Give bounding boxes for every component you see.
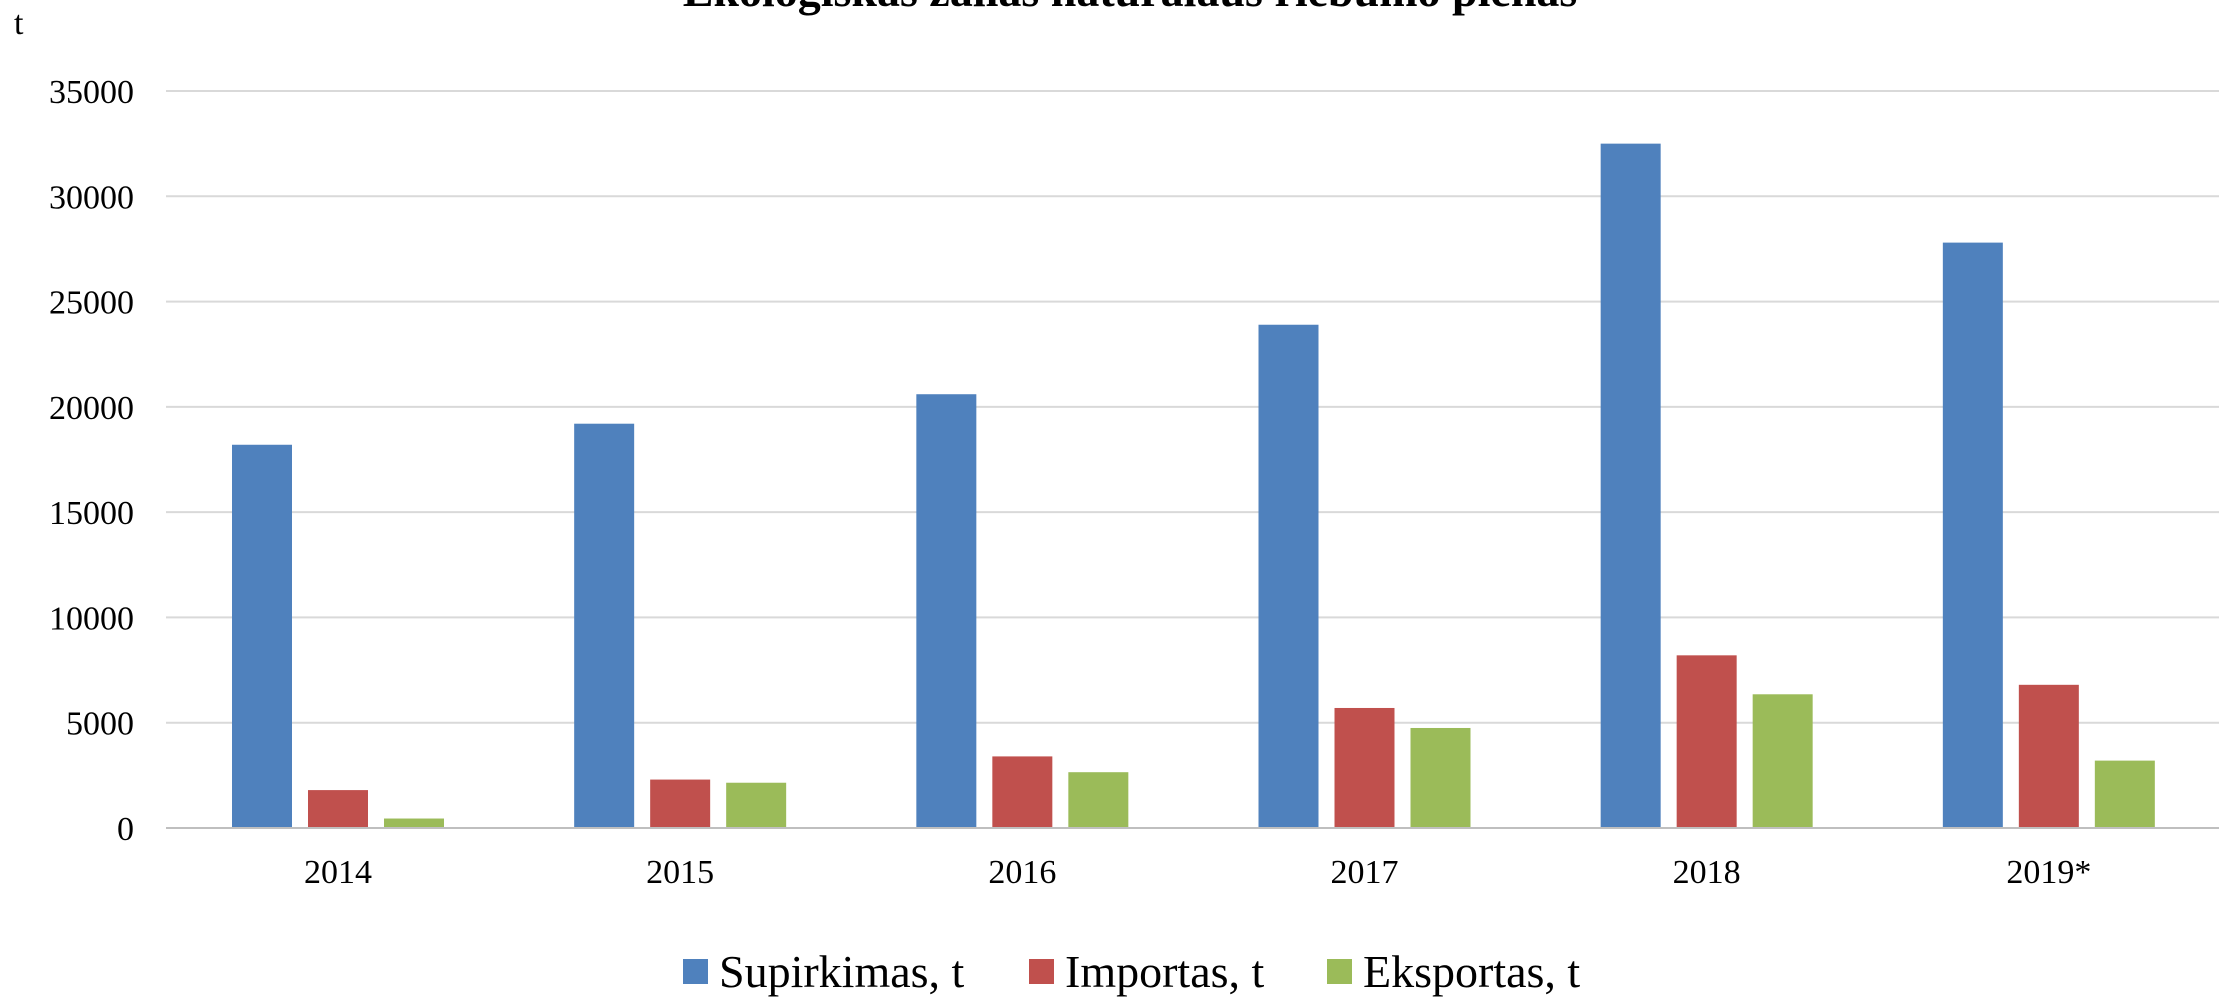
bar-supirkimas-2016 [916,394,977,828]
legend-swatch [683,959,708,984]
bars [232,143,2155,829]
y-tick-label: 35000 [49,74,134,111]
y-axis-ticks: 0 5000 10000 15000 20000 25000 30000 35000 [49,74,134,848]
x-tick-label: 2014 [304,854,372,891]
x-tick-label: 2018 [1673,854,1741,891]
legend-label: Eksportas, t [1363,946,1580,997]
bar-eksportas-2019* [2094,760,2155,828]
x-tick-label: 2016 [988,854,1056,891]
bar-supirkimas-2014 [232,444,292,828]
y-tick-label: 30000 [49,179,134,216]
bar-eksportas-2016 [1068,772,1129,828]
bar-importas-2015 [650,779,711,828]
bar-importas-2016 [992,756,1053,828]
y-tick-label: 5000 [66,706,134,743]
gridlines [166,90,2219,724]
y-tick-label: 15000 [49,495,134,532]
legend-swatch [1029,959,1054,984]
y-tick-label: 25000 [49,285,134,322]
x-tick-label: 2019* [2006,854,2091,891]
x-axis-ticks: 2014 2015 2016 2017 2018 2019* [304,854,2091,891]
legend-label: Supirkimas, t [719,946,965,997]
bar-supirkimas-2015 [574,423,635,828]
y-tick-label: 0 [117,811,134,848]
x-tick-label: 2017 [1331,854,1399,891]
legend-swatch [1327,959,1352,984]
bar-importas-2019* [2018,684,2079,828]
y-axis-unit-label: t [14,5,24,42]
y-tick-label: 10000 [49,600,134,637]
chart-title: Ekologiškas žalias natūralaus riebumo pi… [683,0,1578,16]
y-tick-label: 20000 [49,390,134,427]
bar-eksportas-2017 [1410,727,1471,828]
bar-supirkimas-2018 [1600,143,1661,829]
legend: Supirkimas, t Importas, t Eksportas, t [683,946,1580,997]
bar-supirkimas-2019* [1942,242,2003,828]
bar-importas-2014 [308,790,368,828]
bar-importas-2017 [1334,707,1395,828]
bar-supirkimas-2017 [1258,324,1319,828]
bar-eksportas-2014 [384,818,444,828]
bar-importas-2018 [1676,655,1737,828]
legend-label: Importas, t [1065,946,1265,997]
x-tick-label: 2015 [646,854,714,891]
bar-eksportas-2018 [1752,694,1813,828]
bar-eksportas-2015 [726,782,787,828]
